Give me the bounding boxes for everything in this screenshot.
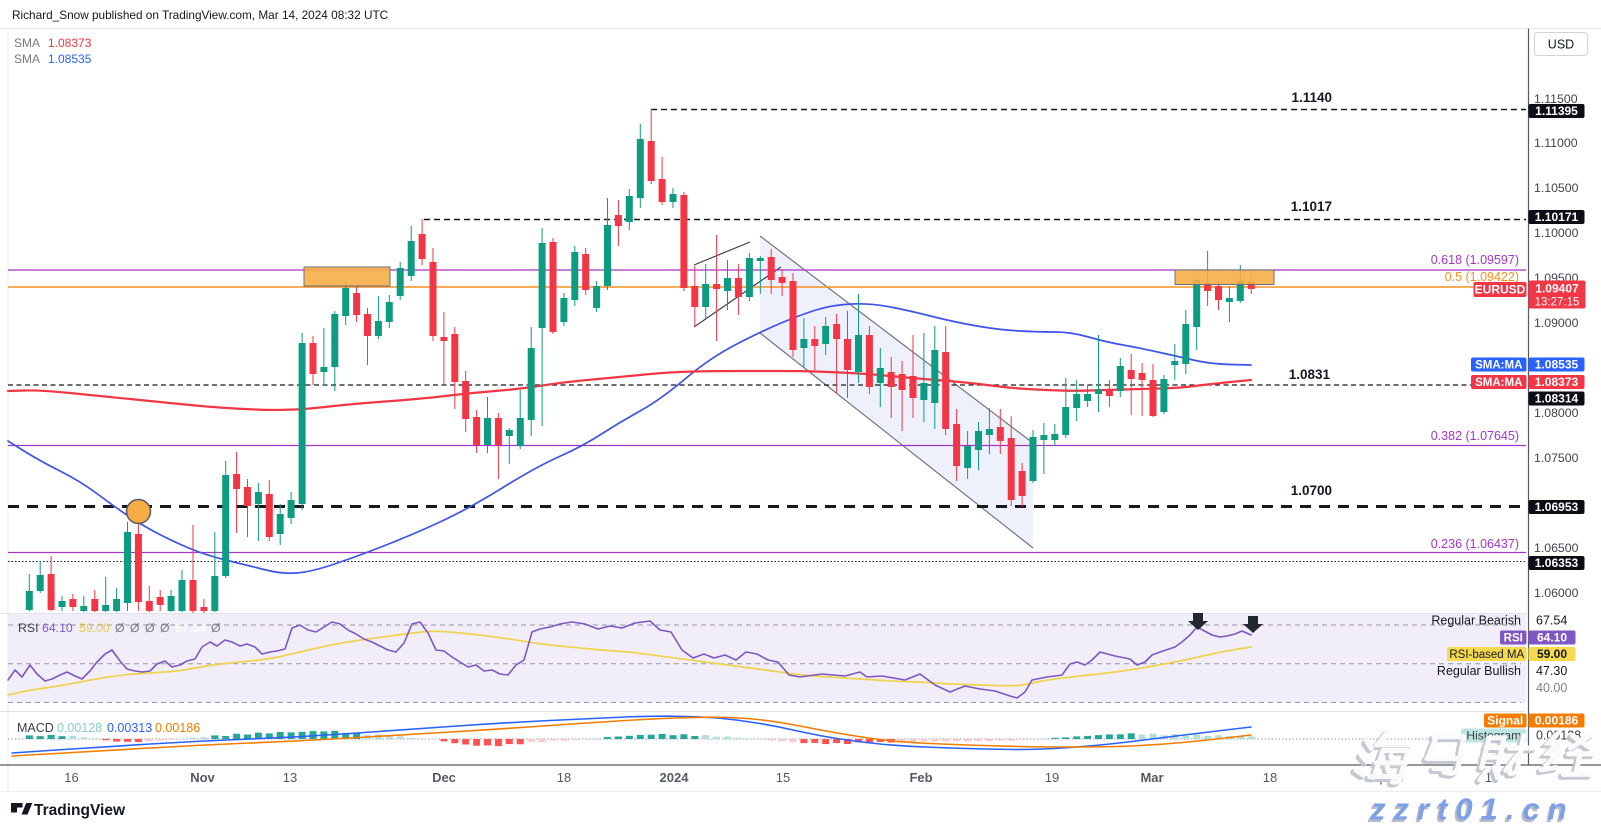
svg-text:1.08535: 1.08535 [48,52,92,66]
svg-text:1.11500: 1.11500 [1534,92,1578,106]
svg-text:1.10171: 1.10171 [1535,210,1579,224]
svg-text:1.08000: 1.08000 [1534,406,1579,420]
svg-text:RSI: RSI [18,621,39,635]
svg-text:64.10: 64.10 [42,621,73,635]
svg-text:RSI: RSI [1504,633,1523,645]
svg-text:Regular Bullish: Regular Bullish [1437,664,1521,678]
svg-text:1.11395: 1.11395 [1535,104,1578,118]
svg-text:2024: 2024 [660,770,690,785]
svg-text:1.0831: 1.0831 [1289,367,1331,382]
svg-text:1.0700: 1.0700 [1291,483,1332,498]
svg-text:19: 19 [1045,770,1059,785]
svg-text:67.54: 67.54 [175,621,206,635]
svg-text:0.618 (1.09597): 0.618 (1.09597) [1431,253,1519,267]
svg-text:1.06000: 1.06000 [1534,586,1579,600]
svg-text:0.5 (1.09422): 0.5 (1.09422) [1445,270,1519,284]
svg-text:SMA: SMA [14,36,40,50]
svg-text:1.1140: 1.1140 [1291,90,1332,105]
svg-text:0.00186: 0.00186 [155,721,200,735]
svg-text:18: 18 [1263,770,1277,785]
svg-text:59.00: 59.00 [1537,647,1567,661]
svg-text:Signal: Signal [1487,714,1523,728]
svg-text:1.1017: 1.1017 [1291,199,1332,214]
svg-text:Dec: Dec [432,770,456,785]
svg-text:EURUSD: EURUSD [1475,283,1526,297]
svg-text:Ø: Ø [145,621,155,635]
svg-text:0.00128: 0.00128 [57,721,102,735]
svg-text:Mar: Mar [1140,770,1163,785]
svg-text:TradingView: TradingView [34,802,126,819]
svg-text:zzrt01.cn: zzrt01.cn [1369,792,1575,827]
svg-text:SMA:MA: SMA:MA [1475,377,1522,389]
svg-text:40.00: 40.00 [1536,681,1567,695]
svg-text:13: 13 [283,770,297,785]
svg-text:64.10: 64.10 [1537,631,1567,645]
svg-text:0.00313: 0.00313 [107,721,152,735]
svg-text:1.06500: 1.06500 [1534,541,1579,555]
svg-text:Nov: Nov [190,770,215,785]
svg-text:47.30: 47.30 [1536,664,1567,678]
svg-text:1.10500: 1.10500 [1534,181,1579,195]
svg-text:15: 15 [776,770,790,785]
svg-text:Ø: Ø [115,621,125,635]
svg-text:Regular Bearish: Regular Bearish [1431,614,1521,628]
svg-text:13:27:15: 13:27:15 [1535,297,1580,309]
svg-text:zzrt01.cn: zzrt01.cn [1367,794,1573,827]
svg-text:0.236 (1.06437): 0.236 (1.06437) [1431,537,1519,551]
svg-text:1.06353: 1.06353 [1535,556,1579,570]
svg-text:1.08314: 1.08314 [1535,392,1579,406]
svg-text:SMA:MA: SMA:MA [1475,360,1522,372]
svg-text:0.382 (1.07645): 0.382 (1.07645) [1431,429,1519,443]
svg-text:1.10000: 1.10000 [1534,226,1579,240]
svg-text:SMA: SMA [14,52,40,66]
svg-text:16: 16 [64,770,78,785]
svg-text:Ø: Ø [211,621,221,635]
svg-text:67.54: 67.54 [1536,614,1567,628]
svg-text:1.11000: 1.11000 [1534,136,1578,150]
svg-text:Ø: Ø [130,621,140,635]
svg-text:18: 18 [557,770,571,785]
svg-text:1.07500: 1.07500 [1534,451,1579,465]
svg-text:59.00: 59.00 [79,621,110,635]
svg-text:1.08535: 1.08535 [1535,358,1579,372]
svg-text:1.08373: 1.08373 [1535,375,1579,389]
svg-text:RSI-based MA: RSI-based MA [1449,649,1524,661]
svg-text:0.00186: 0.00186 [1535,714,1579,728]
svg-text:1.09000: 1.09000 [1534,316,1579,330]
svg-text:Feb: Feb [909,770,932,785]
svg-text:1.06953: 1.06953 [1535,500,1579,514]
svg-text:1.08373: 1.08373 [48,36,92,50]
svg-text:Richard_Snow published on Trad: Richard_Snow published on TradingView.co… [12,8,389,22]
svg-text:Ø: Ø [160,621,170,635]
svg-text:USD: USD [1548,38,1574,52]
svg-text:1.09407: 1.09407 [1535,282,1579,296]
svg-text:MACD: MACD [17,721,54,735]
